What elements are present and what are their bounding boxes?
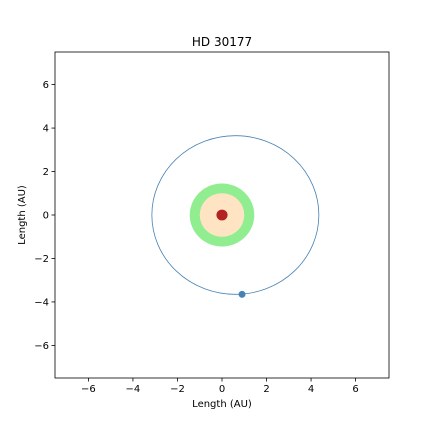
x-tick-label: −2 [170,384,185,395]
y-tick-label: −2 [34,254,49,265]
y-axis-label: Length (AU) [17,185,28,245]
x-tick-label: 2 [263,384,269,395]
star-marker [216,209,228,221]
x-axis-ticks: −6 −4 −2 0 2 4 6 [81,378,359,395]
x-axis-label: Length (AU) [192,399,252,410]
y-tick-label: −6 [34,341,49,352]
y-tick-label: −4 [34,297,49,308]
plot-layer [151,135,320,298]
x-tick-label: 0 [219,384,225,395]
x-tick-label: −4 [126,384,141,395]
x-tick-label: 6 [352,384,358,395]
y-tick-label: 0 [43,211,49,222]
planet-orbit-line [151,135,320,295]
y-tick-label: 2 [43,167,49,178]
x-tick-label: −6 [81,384,96,395]
y-axis-ticks: −6 −4 −2 0 2 4 6 [34,80,55,352]
chart-title: HD 30177 [192,35,252,49]
y-tick-label: 6 [43,80,49,91]
x-tick-label: 4 [308,384,314,395]
y-tick-label: 4 [43,124,49,135]
planet-point [238,290,246,298]
